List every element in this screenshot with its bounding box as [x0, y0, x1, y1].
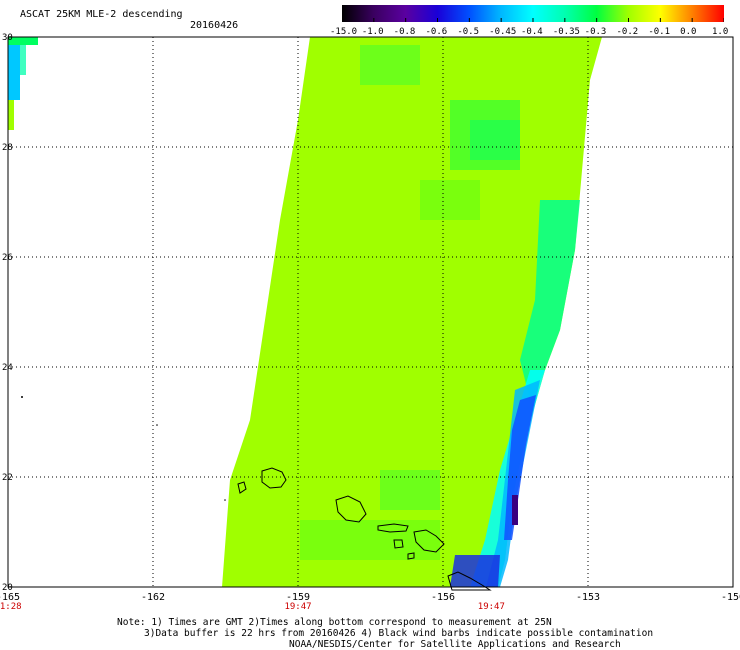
color-scale-label: -1.0 — [361, 27, 384, 37]
island-hawaii — [447, 571, 492, 591]
lat-tick-label: 24 — [2, 363, 13, 373]
lon-tick-label: -156 — [431, 592, 455, 603]
island-kahoolawe — [407, 552, 415, 560]
swath-fragment — [8, 100, 14, 130]
time-label: 19:47 — [478, 602, 505, 612]
color-scale-label: -0.45 — [489, 27, 517, 37]
hawaiian-islands-coastline — [21, 396, 492, 591]
map-title: ASCAT 25KM MLE-2 descending — [20, 9, 183, 20]
lat-tick-label: 20 — [2, 583, 13, 593]
swath-fragment — [20, 45, 26, 75]
lon-tick-label: -162 — [141, 592, 165, 603]
color-scale-label: -0.6 — [425, 27, 448, 37]
island-lanai — [393, 539, 404, 549]
map-frame — [7, 36, 734, 588]
swath-patch — [300, 520, 440, 560]
island-maui — [413, 529, 445, 553]
color-scale-label: -15.0 — [330, 27, 358, 37]
lon-tick-label: -153 — [576, 592, 600, 603]
lat-tick-label: 26 — [2, 253, 13, 263]
swath-patch — [470, 120, 520, 160]
swath-edge-band — [520, 200, 580, 400]
footnote-line-2: 3)Data buffer is 22 hrs from 20160426 4)… — [144, 628, 654, 639]
footnote-line-1: Note: 1) Times are GMT 2)Times along bot… — [117, 617, 552, 628]
ascat-map: -165 -162 -159 -156 -153 -150 30 28 26 24 22 20 21:2… — [0, 33, 740, 612]
color-scale-label: -0.8 — [393, 27, 416, 37]
swath-fragment — [8, 37, 38, 45]
color-scale-label: -0.3 — [584, 27, 607, 37]
color-scale-label: -0.35 — [552, 27, 580, 37]
swath-fragment — [8, 45, 20, 100]
swath-patch — [420, 180, 480, 220]
island-kauai — [261, 467, 287, 489]
swath-dark-patch — [512, 495, 518, 525]
time-label: 19:47 — [284, 602, 311, 612]
color-scale-label: 0.0 — [680, 27, 697, 37]
swath-edge-band — [450, 555, 500, 587]
color-scale-labels: -15.0 -1.0 -0.8 -0.6 -0.5 -0.45 -0.4 -0.35 -0.3-… — [0, 27, 740, 39]
color-scale-label: 1.0 — [712, 27, 729, 37]
island-oahu — [335, 495, 367, 523]
map-axes: -165 -162 -159 -156 -153 -150 30 28 26 24 22 20 21:2… — [0, 33, 740, 612]
lat-tick-label: 22 — [2, 473, 13, 483]
time-label: 21:28 — [0, 602, 22, 612]
footnote-line-3: NOAA/NESDIS/Center for Satellite Applica… — [289, 639, 621, 650]
lon-tick-label: -150 — [721, 592, 740, 603]
ascat-swath — [8, 37, 602, 587]
map-date: 20160426 — [190, 20, 239, 31]
lon-tick-label: -165 — [0, 592, 20, 603]
swath-patch — [360, 45, 420, 85]
island-niihau — [237, 481, 247, 494]
color-scale-label: -0.4 — [521, 27, 543, 37]
color-scale-bar — [342, 5, 724, 22]
color-scale-label: -0.2 — [616, 27, 639, 37]
color-scale-gradient — [342, 5, 724, 22]
lat-tick-label: 30 — [2, 33, 13, 43]
color-scale-label: -0.5 — [457, 27, 480, 37]
lat-tick-label: 28 — [2, 143, 13, 153]
color-scale-label: -0.1 — [648, 27, 671, 37]
swath-patch — [380, 470, 440, 510]
island-molokai — [377, 523, 409, 533]
lon-tick-label: -159 — [286, 592, 310, 603]
